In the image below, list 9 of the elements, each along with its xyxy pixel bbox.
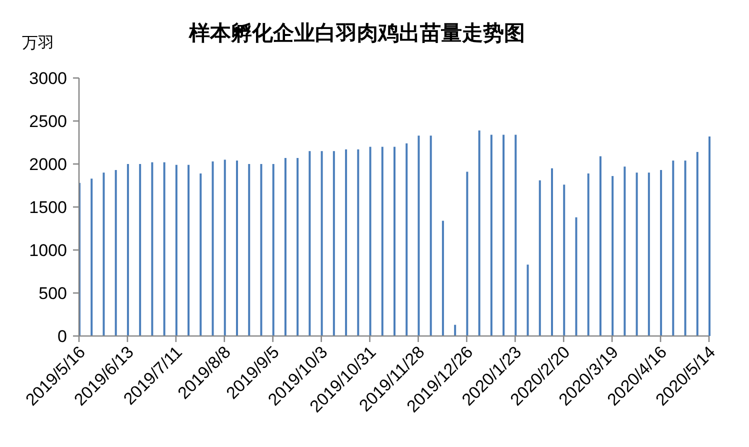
y-tick-label: 3000 xyxy=(29,69,67,88)
y-tick-label: 500 xyxy=(38,284,67,303)
y-axis-title: 万羽 xyxy=(22,35,54,52)
y-tick-label: 2000 xyxy=(29,155,67,174)
y-tick-label: 0 xyxy=(58,327,67,346)
y-tick-label: 1500 xyxy=(29,198,67,217)
y-tick-label: 2500 xyxy=(29,112,67,131)
chart-title: 样本孵化企业白羽肉鸡出苗量走势图 xyxy=(188,21,525,45)
y-tick-label: 1000 xyxy=(29,241,67,260)
